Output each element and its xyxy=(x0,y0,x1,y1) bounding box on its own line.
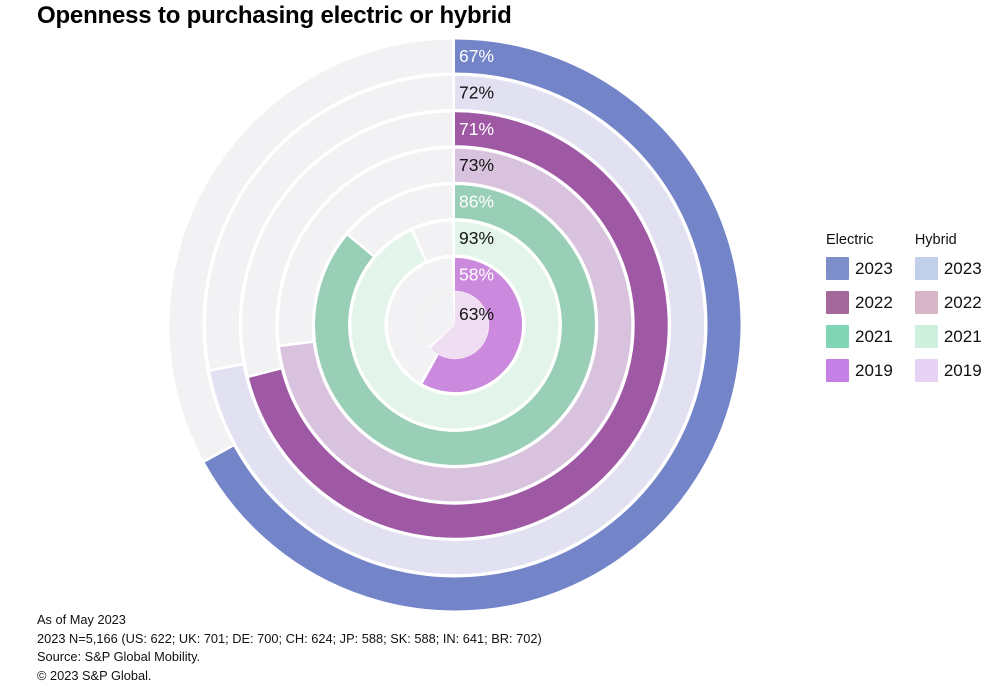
footnote-sample-size: 2023 N=5,166 (US: 622; UK: 701; DE: 700;… xyxy=(37,630,542,646)
ring-value-electric-2023 xyxy=(204,39,741,611)
legend-header-electric: Electric xyxy=(826,232,874,248)
legend-swatch-hybrid-2023 xyxy=(914,257,938,280)
legend-year-label: 2023 xyxy=(943,258,982,278)
chart-title: Openness to purchasing electric or hybri… xyxy=(37,2,512,29)
legend-year-label: 2022 xyxy=(855,292,893,312)
ring-track-hybrid-2022 xyxy=(278,148,453,345)
ring-label-hybrid-2023: 72% xyxy=(459,82,494,102)
legend-item-hybrid-2023: 2023 xyxy=(914,257,982,280)
ring-value-hybrid-2019 xyxy=(430,291,489,359)
legend-item-electric-2019: 2019 xyxy=(826,359,893,382)
footnote-copyright: © 2023 S&P Global. xyxy=(37,667,152,683)
legend-header-hybrid: Hybrid xyxy=(914,232,957,248)
ring-value-electric-2019 xyxy=(422,257,523,393)
ring-label-electric-2022: 71% xyxy=(459,119,494,139)
legend-swatch-electric-2022 xyxy=(826,291,849,314)
legend-swatch-electric-2021 xyxy=(826,325,849,348)
ring-value-electric-2022 xyxy=(248,112,668,538)
legend-year-label: 2021 xyxy=(943,326,982,346)
ring-label-electric-2023: 67% xyxy=(459,46,494,66)
legend-year-label: 2019 xyxy=(855,360,893,380)
footnote-as-of: As of May 2023 xyxy=(37,612,126,627)
legend-item-hybrid-2019: 2019 xyxy=(914,359,982,382)
legend-column-hybrid: Hybrid 2023 2022 2021 2019 xyxy=(914,232,982,393)
ring-value-electric-2021 xyxy=(315,185,595,465)
legend-swatch-hybrid-2021 xyxy=(914,325,938,348)
footnote-source: Source: S&P Global Mobility. xyxy=(37,649,201,665)
legend-swatch-electric-2023 xyxy=(826,257,849,280)
legend-item-electric-2021: 2021 xyxy=(826,325,893,348)
ring-track-hybrid-2021 xyxy=(413,221,454,261)
legend-swatch-electric-2019 xyxy=(826,359,849,382)
legend-item-electric-2022: 2022 xyxy=(826,291,893,314)
ring-label-hybrid-2021: 93% xyxy=(459,228,494,248)
ring-track-electric-2019 xyxy=(387,257,455,383)
legend-swatch-hybrid-2022 xyxy=(914,291,938,314)
legend-item-electric-2023: 2023 xyxy=(826,257,893,280)
legend-year-label: 2022 xyxy=(943,292,982,312)
legend-item-hybrid-2021: 2021 xyxy=(914,325,982,348)
legend-year-label: 2021 xyxy=(855,326,893,346)
legend-column-electric: Electric 2023 2022 2021 2019 xyxy=(826,232,893,393)
legend-year-label: 2023 xyxy=(855,258,893,278)
ring-label-electric-2019: 58% xyxy=(459,264,494,284)
ring-track-hybrid-2019 xyxy=(421,291,455,347)
ring-track-electric-2023 xyxy=(169,39,453,461)
footnotes: As of May 2023 2023 N=5,166 (US: 622; UK… xyxy=(37,611,542,685)
ring-value-hybrid-2021 xyxy=(351,221,559,429)
legend: Electric 2023 2022 2021 2019 Hybrid 2023 202… xyxy=(826,232,982,393)
ring-track-electric-2021 xyxy=(349,185,454,256)
ring-label-electric-2021: 86% xyxy=(459,192,494,212)
ring-track-electric-2022 xyxy=(242,112,453,376)
legend-swatch-hybrid-2019 xyxy=(914,359,938,382)
ring-value-hybrid-2022 xyxy=(280,148,632,502)
legend-year-label: 2019 xyxy=(943,360,982,380)
legend-item-hybrid-2022: 2022 xyxy=(914,291,982,314)
ring-value-hybrid-2023 xyxy=(210,75,705,575)
ring-track-hybrid-2023 xyxy=(205,75,453,369)
ring-label-hybrid-2022: 73% xyxy=(459,155,494,175)
ring-label-hybrid-2019: 63% xyxy=(459,304,494,324)
